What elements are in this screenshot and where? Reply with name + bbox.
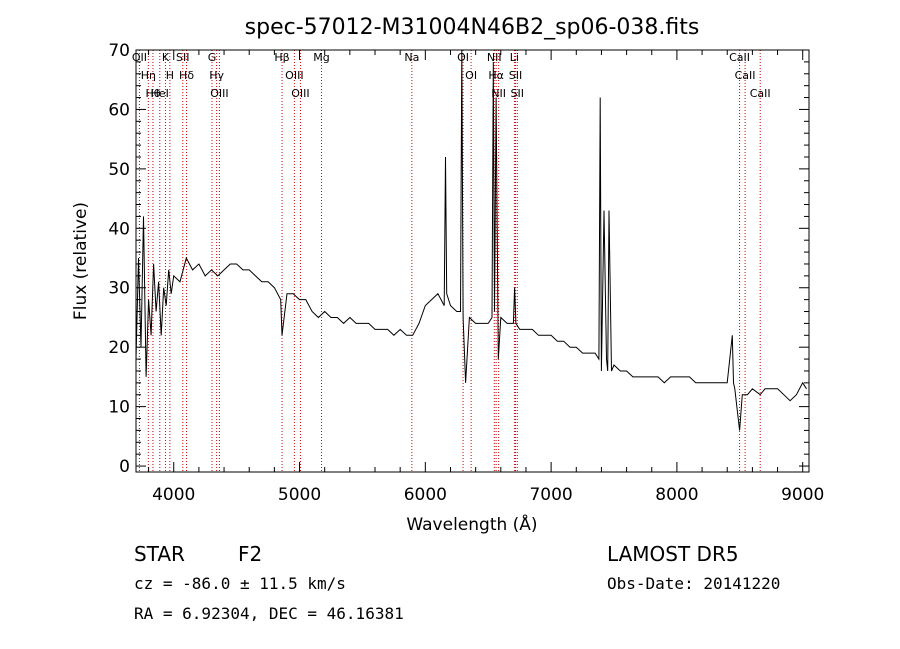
spectrum-plot-layer — [135, 49, 807, 431]
x-tick-label: 9000 — [781, 485, 824, 505]
line-marker-label: CaII — [735, 69, 756, 82]
line-marker-label: G — [208, 51, 217, 64]
chart-title: spec-57012-M31004N46B2_sp06-038.fits — [245, 15, 700, 40]
x-tick-label: 5000 — [278, 485, 321, 505]
line-marker-label: OI — [457, 51, 469, 64]
line-marker-label: SII — [176, 51, 189, 64]
line-marker-label: Hθ — [145, 87, 160, 100]
y-tick-label: 60 — [108, 100, 130, 120]
y-axis-label: Flux (relative) — [71, 202, 91, 320]
spectrum-line — [135, 49, 807, 431]
line-marker-label: SII — [509, 69, 522, 82]
line-marker-label: OIII — [291, 87, 309, 100]
y-tick-label: 10 — [108, 398, 130, 418]
object-class: STAR — [134, 542, 185, 566]
object-subclass: F2 — [238, 542, 263, 566]
line-marker-label: OI — [465, 69, 477, 82]
observation-date: Obs-Date: 20141220 — [607, 574, 781, 593]
x-tick-label: 8000 — [655, 485, 698, 505]
line-marker-label: Hγ — [209, 69, 224, 82]
line-marker-label: K — [162, 51, 170, 64]
sky-coordinates: RA = 6.92304, DEC = 46.16381 — [134, 604, 404, 623]
line-marker-label: Na — [404, 51, 419, 64]
x-tick-label: 6000 — [404, 485, 447, 505]
y-tick-label: 50 — [108, 160, 130, 180]
line-marker-layer — [138, 50, 761, 472]
y-tick-label: 40 — [108, 219, 130, 239]
x-tick-label: 7000 — [529, 485, 572, 505]
y-tick-label: 20 — [108, 338, 130, 358]
y-tick-label: 70 — [108, 41, 130, 61]
line-marker-label: OIII — [285, 69, 303, 82]
line-marker-label: OIII — [210, 87, 228, 100]
line-marker-label: SII — [511, 87, 524, 100]
y-tick-label: 30 — [108, 279, 130, 299]
line-marker-label: Hδ — [179, 69, 194, 82]
y-tick-label: 0 — [119, 457, 130, 477]
plot-frame — [135, 49, 810, 473]
line-marker-label: Hβ — [274, 51, 289, 64]
redshift-velocity: cz = -86.0 ± 11.5 km/s — [134, 574, 346, 593]
line-marker-label: Li — [510, 51, 519, 64]
line-marker-label: H — [166, 69, 174, 82]
line-marker-label: CaII — [729, 51, 750, 64]
x-axis-label: Wavelength (Å) — [406, 513, 537, 535]
x-tick-label: 4000 — [152, 485, 195, 505]
axis-layer: 4000 5000 6000 7000 8000 9000 0 10 20 30 40 50 60 70 — [108, 41, 824, 505]
line-marker-label: Hη — [141, 69, 156, 82]
line-marker-label: NII — [487, 51, 502, 64]
survey-name: LAMOST DR5 — [607, 542, 739, 566]
line-marker-label: Hα — [488, 69, 504, 82]
line-marker-label: CaII — [750, 87, 771, 100]
line-marker-label: HeI — [151, 87, 169, 100]
line-marker-label: NII — [491, 87, 506, 100]
line-marker-label: Mg — [313, 51, 329, 64]
